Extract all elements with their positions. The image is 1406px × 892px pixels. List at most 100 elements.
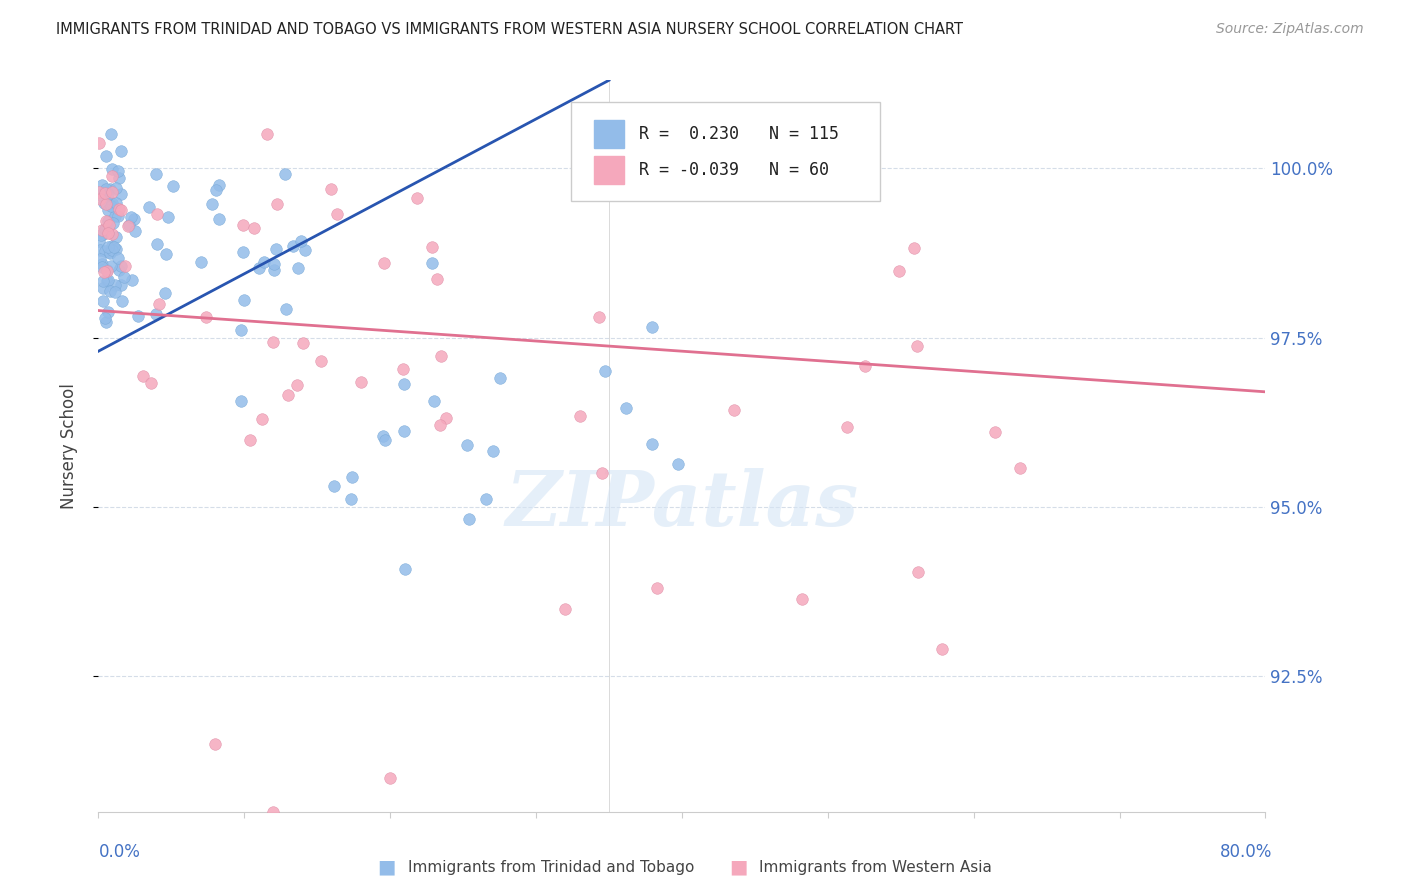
Point xyxy=(287,260,309,275)
Point xyxy=(323,478,346,492)
Y-axis label: Nursery School: Nursery School xyxy=(59,383,77,509)
Point xyxy=(247,261,270,276)
Point xyxy=(96,182,118,196)
Point xyxy=(145,307,167,321)
Point xyxy=(903,241,925,255)
Point xyxy=(89,252,111,266)
Point xyxy=(111,294,134,309)
Point xyxy=(97,221,120,235)
Point xyxy=(107,209,129,223)
Point xyxy=(90,187,112,202)
Text: ■: ■ xyxy=(728,857,748,877)
Point xyxy=(110,186,132,201)
Point xyxy=(90,257,112,271)
Point xyxy=(100,196,122,211)
Point xyxy=(107,262,129,277)
Point xyxy=(319,182,342,196)
Point xyxy=(104,181,127,195)
Point xyxy=(262,334,284,349)
Point xyxy=(97,202,120,217)
Point xyxy=(406,191,429,205)
Point xyxy=(118,218,141,232)
Point xyxy=(256,128,278,142)
Point xyxy=(208,178,231,192)
Point xyxy=(101,243,124,257)
Point xyxy=(97,187,120,202)
Point xyxy=(392,424,415,438)
Point xyxy=(489,370,512,384)
Point xyxy=(229,393,252,408)
Point xyxy=(145,167,167,181)
Point xyxy=(127,310,149,324)
Text: Immigrants from Western Asia: Immigrants from Western Asia xyxy=(759,860,993,874)
Point xyxy=(97,227,120,241)
Point xyxy=(263,263,285,277)
Point xyxy=(588,310,610,324)
Point xyxy=(100,169,122,183)
Text: ZIPatlas: ZIPatlas xyxy=(505,467,859,541)
Point xyxy=(148,297,170,311)
Point xyxy=(89,234,111,248)
Point xyxy=(87,136,110,150)
Point xyxy=(423,393,446,408)
Point xyxy=(90,227,112,242)
Point xyxy=(96,274,118,288)
Point xyxy=(104,196,127,211)
Point xyxy=(723,403,745,417)
Point xyxy=(93,265,115,279)
Point xyxy=(89,185,111,199)
FancyBboxPatch shape xyxy=(571,103,880,201)
Text: R =  0.230   N = 115: R = 0.230 N = 115 xyxy=(638,125,839,143)
Point xyxy=(110,202,132,217)
Point xyxy=(835,419,858,434)
Point xyxy=(101,227,124,241)
Point xyxy=(112,269,135,284)
Point xyxy=(97,304,120,318)
Point xyxy=(281,238,304,252)
Point xyxy=(1008,460,1031,475)
Point xyxy=(394,562,416,576)
Point xyxy=(94,222,117,236)
Point xyxy=(103,240,125,254)
Point xyxy=(94,214,117,228)
Point xyxy=(277,388,299,402)
Point xyxy=(426,272,449,286)
Point xyxy=(309,354,332,368)
Point xyxy=(108,171,131,186)
Bar xyxy=(595,156,624,184)
Point xyxy=(101,238,124,252)
Point xyxy=(232,219,254,233)
Point xyxy=(146,207,169,221)
Point xyxy=(97,218,120,232)
Point xyxy=(340,469,363,483)
Point xyxy=(373,255,395,269)
Point xyxy=(104,209,127,223)
Point xyxy=(103,216,125,230)
Point xyxy=(96,263,118,277)
Point xyxy=(100,259,122,273)
Point xyxy=(194,310,217,325)
Point xyxy=(391,362,413,376)
Point xyxy=(285,377,308,392)
Point xyxy=(121,273,143,287)
Point xyxy=(208,211,231,226)
Point xyxy=(294,244,316,258)
Point xyxy=(138,200,160,214)
Point xyxy=(104,278,127,293)
Point xyxy=(155,247,177,261)
Point xyxy=(640,436,662,450)
Point xyxy=(97,240,120,254)
Point xyxy=(96,197,118,211)
Point xyxy=(853,359,876,373)
Point xyxy=(100,186,122,200)
Bar xyxy=(595,120,624,147)
Point xyxy=(153,286,176,301)
Point xyxy=(231,323,253,337)
Point xyxy=(91,274,114,288)
Point xyxy=(107,202,129,217)
Point xyxy=(422,239,444,253)
Text: 0.0%: 0.0% xyxy=(98,843,141,861)
Point xyxy=(132,368,155,383)
Point xyxy=(89,192,111,206)
Point xyxy=(326,207,349,221)
